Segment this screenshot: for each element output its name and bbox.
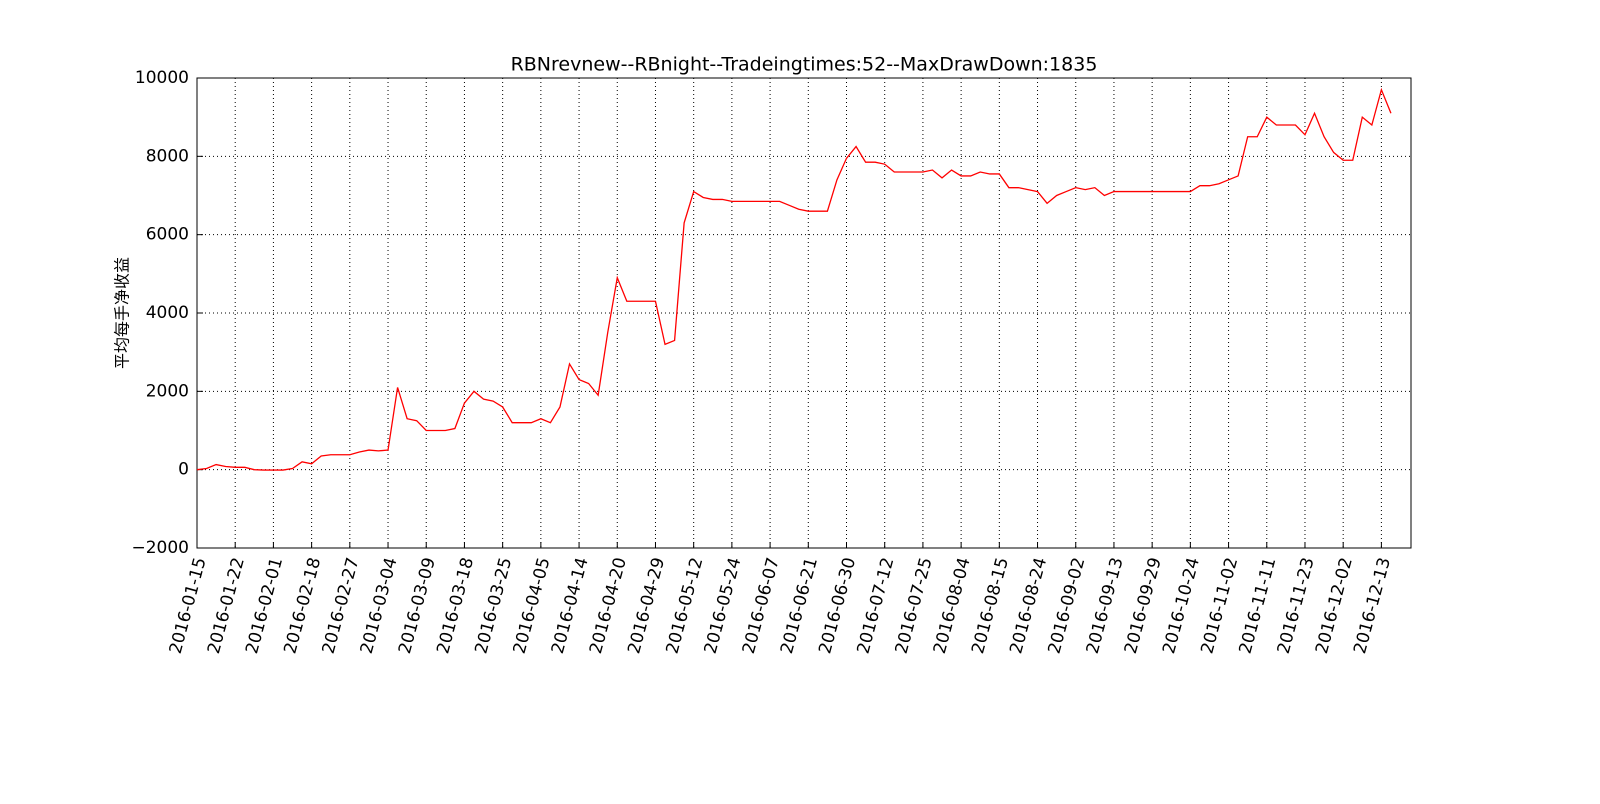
y-tick-label: 4000 — [146, 303, 189, 323]
y-tick-label: 2000 — [146, 381, 189, 401]
y-axis-label: 平均每手净收益 — [113, 257, 132, 369]
y-tick-label: 10000 — [135, 68, 189, 88]
data-line — [196, 87, 1392, 471]
y-tick-label: −2000 — [131, 538, 189, 558]
chart-title: RBNrevnew--RBnight--Tradeingtimes:52--Ma… — [511, 54, 1098, 76]
y-tick-label: 0 — [178, 460, 189, 480]
y-tick-label: 6000 — [146, 225, 189, 245]
plot-frame — [196, 77, 1412, 549]
y-tick-label: 8000 — [146, 146, 189, 166]
